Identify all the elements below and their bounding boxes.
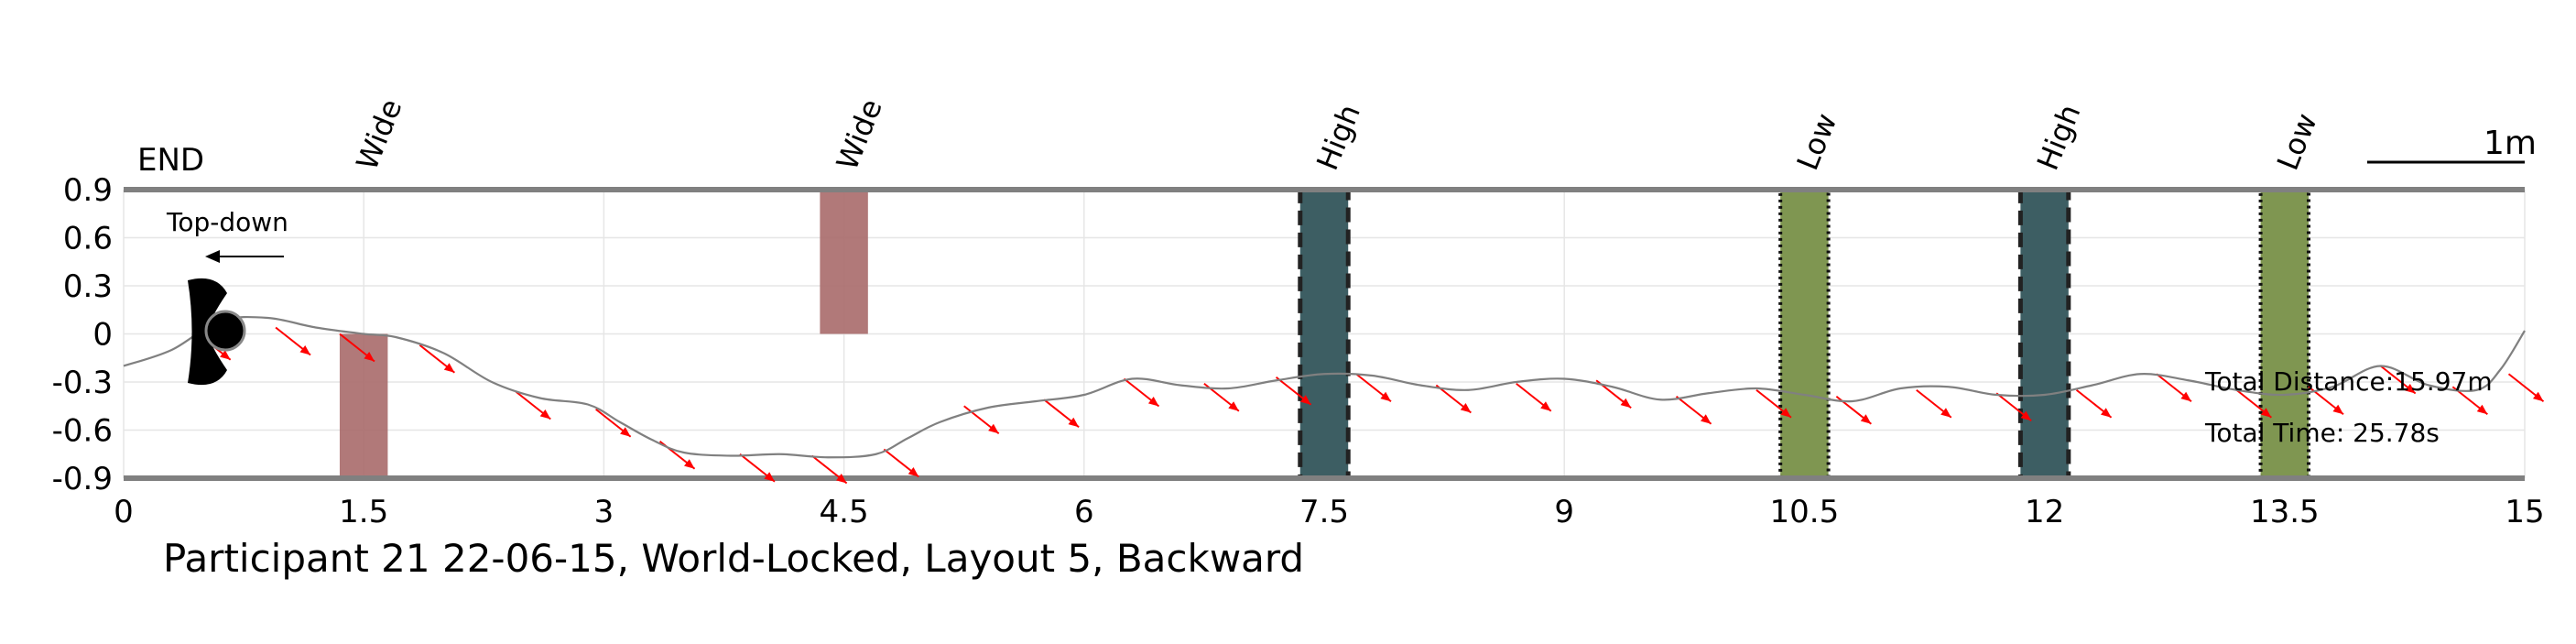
heading-arrow [811, 454, 848, 485]
chart-title: Participant 21 22-06-15, World-Locked, L… [163, 536, 1304, 581]
obstacle-low [1778, 188, 1831, 480]
y-tick-label: -0.9 [52, 461, 113, 497]
view-label: Top-down [166, 207, 288, 237]
x-tick-label: 3 [594, 494, 614, 530]
heading-arrow [418, 344, 455, 374]
obstacle-wide [339, 333, 388, 478]
heading-arrow [1675, 395, 1712, 425]
x-tick-label: 1.5 [339, 494, 388, 530]
heading-arrow [883, 448, 919, 478]
y-tick-label: 0.6 [63, 221, 113, 257]
end-label: END [137, 142, 204, 179]
obstacle-high [2017, 187, 2071, 481]
heading-arrow [2156, 373, 2192, 403]
obstacle-label: High [1310, 100, 1367, 175]
direction-arrows [195, 326, 2545, 485]
y-tick-label: 0.9 [63, 172, 113, 209]
scale-label: 1m [2484, 125, 2537, 162]
heading-arrow [595, 408, 632, 438]
trajectory-line [123, 315, 2526, 459]
x-tick-label: 13.5 [2250, 494, 2320, 530]
x-tick-label: 4.5 [820, 494, 869, 530]
heading-arrow [1755, 388, 1792, 419]
heading-arrow [2075, 388, 2113, 419]
total-time: Total Time: 25.78s [2204, 418, 2440, 448]
heading-arrow [2507, 373, 2545, 403]
heading-arrow [515, 390, 551, 420]
total-distance: Total Distance:15.97m [2204, 366, 2493, 397]
heading-arrow [1916, 388, 1952, 419]
heading-arrow [739, 453, 776, 483]
y-tick-label: -0.6 [52, 413, 113, 450]
x-tick-label: 10.5 [1770, 494, 1840, 530]
heading-arrow [1123, 377, 1160, 408]
heading-arrow [339, 333, 375, 363]
obstacle-label: Low [2270, 108, 2324, 175]
heading-arrow [963, 405, 1000, 435]
obstacle-label: High [2030, 100, 2088, 175]
heading-arrow [275, 326, 311, 356]
x-tick-label: 6 [1074, 494, 1094, 530]
obstacle-wide [820, 190, 868, 334]
x-tick-label: 12 [2025, 494, 2064, 530]
x-tick-label: 15 [2505, 494, 2544, 530]
heading-arrow [2235, 388, 2272, 419]
heading-arrow [1355, 373, 1392, 403]
obstacle-label: Wide [349, 94, 408, 175]
tick-labels: 0 1.5 3 4.5 6 7.5 9 10.5 12 13.5 15 0.9 0.6 0.3 0 -0.3 -… [52, 172, 2545, 530]
y-tick-label: -0.3 [52, 365, 113, 401]
top-down-arrow-icon [205, 250, 284, 263]
x-tick-label: 9 [1554, 494, 1574, 530]
heading-arrow [1275, 376, 1312, 406]
obstacle-label: Low [1790, 108, 1844, 175]
y-tick-label: 0.3 [63, 268, 113, 305]
heading-arrow [1435, 384, 1472, 414]
y-tick-label: 0 [92, 317, 113, 354]
x-tick-label: 7.5 [1299, 494, 1349, 530]
obstacle-label: Wide [830, 94, 889, 175]
heading-arrow [1995, 392, 2032, 422]
obstacle-high [1298, 187, 1351, 481]
x-tick-label: 0 [114, 494, 134, 530]
heading-arrow [1516, 382, 1552, 412]
participant-icon [188, 278, 246, 386]
axes-frame [124, 187, 2525, 481]
scale-bar: 1m [2367, 125, 2537, 164]
heading-arrow [1043, 398, 1080, 429]
heading-arrow [2380, 365, 2417, 395]
